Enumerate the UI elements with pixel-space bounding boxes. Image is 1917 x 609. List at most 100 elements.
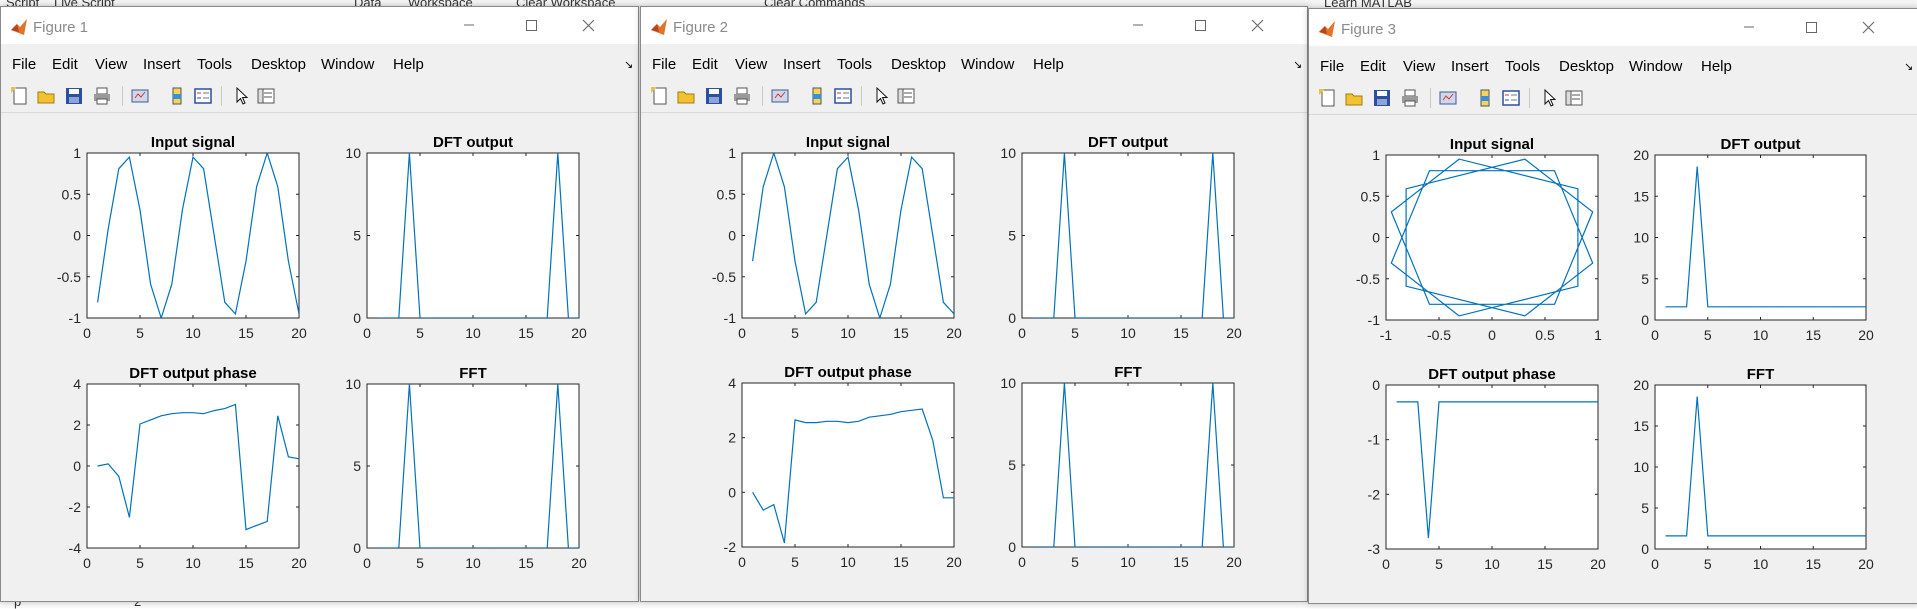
menu-insert[interactable]: Insert <box>1451 58 1489 75</box>
menu-window[interactable]: Window <box>961 56 1015 73</box>
menu-insert[interactable]: Insert <box>783 56 821 73</box>
x-tick-label: -1 <box>1380 327 1393 343</box>
menu-file[interactable]: File <box>12 56 37 73</box>
minimize-button[interactable] <box>1726 9 1772 46</box>
figure-window[interactable]: Figure 3 File Edit View Insert Tools Desktop Wi… <box>1308 8 1917 604</box>
property-inspector-button[interactable] <box>1564 88 1584 108</box>
series-line <box>377 384 579 548</box>
bg-learn-matlab-label: Learn MATLAB <box>1324 0 1412 10</box>
maximize-button[interactable] <box>1788 9 1834 46</box>
save-button[interactable] <box>704 86 724 106</box>
edit-plot-button[interactable] <box>232 86 252 106</box>
menu-view[interactable]: View <box>1403 58 1436 75</box>
data-point <box>192 412 194 414</box>
close-button[interactable] <box>1845 9 1891 46</box>
print-button[interactable] <box>92 86 112 106</box>
data-point <box>900 411 902 413</box>
maximize-button[interactable] <box>508 7 554 44</box>
property-inspector-button[interactable] <box>896 86 916 106</box>
menu-desktop[interactable]: Desktop <box>251 56 307 73</box>
x-tick-label: 0 <box>363 555 371 571</box>
figure-toolbar <box>1 74 638 113</box>
y-tick-label: -2 <box>69 499 82 515</box>
title-bar[interactable]: Figure 1 <box>1 7 638 44</box>
menu-file[interactable]: File <box>652 56 677 73</box>
y-tick-label: 10 <box>345 145 361 161</box>
x-tick-label: 15 <box>238 325 254 341</box>
insert-colorbar-button[interactable] <box>1475 88 1495 108</box>
edit-plot-button[interactable] <box>872 86 892 106</box>
save-button[interactable] <box>64 86 84 106</box>
y-tick-label: 0 <box>1641 312 1649 328</box>
figure-window[interactable]: Figure 1 File Edit View Insert Tools Desktop Wi… <box>0 6 639 602</box>
menu-desktop[interactable]: Desktop <box>1559 58 1615 75</box>
print-icon <box>1402 89 1418 107</box>
link-plot-button[interactable] <box>1438 88 1458 108</box>
data-point <box>213 234 215 236</box>
close-button[interactable] <box>1234 7 1280 44</box>
menu-view[interactable]: View <box>95 56 128 73</box>
link-plot-button[interactable] <box>130 86 150 106</box>
data-point <box>493 317 495 319</box>
property-inspector-button[interactable] <box>256 86 276 106</box>
open-file-button[interactable] <box>36 86 56 106</box>
x-tick-label: 10 <box>1120 554 1136 570</box>
data-point <box>1865 535 1867 537</box>
axes-box <box>741 152 955 319</box>
property-inspector-icon <box>897 88 915 104</box>
link-plot-icon <box>1439 91 1457 105</box>
link-plot-button[interactable] <box>770 86 790 106</box>
menu-tools[interactable]: Tools <box>197 56 233 73</box>
close-button[interactable] <box>565 7 611 44</box>
new-figure-button[interactable] <box>1318 88 1338 108</box>
maximize-button[interactable] <box>1177 7 1223 44</box>
menu-file[interactable]: File <box>1320 58 1345 75</box>
new-figure-button[interactable] <box>650 86 670 106</box>
data-point <box>1592 262 1594 264</box>
new-figure-button[interactable] <box>10 86 30 106</box>
save-button[interactable] <box>1372 88 1392 108</box>
data-point <box>514 317 516 319</box>
menu-edit[interactable]: Edit <box>692 56 718 73</box>
menu-help[interactable]: Help <box>1701 58 1732 75</box>
y-tick-label: 5 <box>1008 457 1016 473</box>
dock-arrow-icon[interactable]: ↘ <box>1904 61 1914 73</box>
menu-view[interactable]: View <box>735 56 768 73</box>
print-button[interactable] <box>1400 88 1420 108</box>
data-point <box>1707 535 1709 537</box>
insert-legend-button[interactable] <box>193 86 213 106</box>
menu-window[interactable]: Window <box>321 56 375 73</box>
title-bar[interactable]: Figure 2 <box>641 7 1307 44</box>
title-bar[interactable]: Figure 3 <box>1309 9 1917 46</box>
edit-plot-icon <box>236 86 249 105</box>
menu-insert[interactable]: Insert <box>143 56 181 73</box>
menu-help[interactable]: Help <box>393 56 424 73</box>
menu-help[interactable]: Help <box>1033 56 1064 73</box>
menu-edit[interactable]: Edit <box>1360 58 1386 75</box>
menu-desktop[interactable]: Desktop <box>891 56 947 73</box>
menu-window[interactable]: Window <box>1629 58 1683 75</box>
open-file-button[interactable] <box>676 86 696 106</box>
minimize-button[interactable] <box>446 7 492 44</box>
print-button[interactable] <box>732 86 752 106</box>
insert-legend-button[interactable] <box>833 86 853 106</box>
open-file-button[interactable] <box>1344 88 1364 108</box>
menu-tools[interactable]: Tools <box>1505 58 1541 75</box>
dock-arrow-icon[interactable]: ↘ <box>624 59 634 71</box>
data-point <box>1042 546 1044 548</box>
data-point <box>224 301 226 303</box>
menu-edit[interactable]: Edit <box>52 56 78 73</box>
edit-plot-button[interactable] <box>1540 88 1560 108</box>
x-tick-label: 10 <box>185 325 201 341</box>
data-point <box>1063 152 1065 154</box>
y-tick-label: 0 <box>728 228 736 244</box>
minimize-button[interactable] <box>1115 7 1161 44</box>
insert-legend-button[interactable] <box>1501 88 1521 108</box>
x-tick-label: -0.5 <box>1427 327 1451 343</box>
insert-colorbar-button[interactable] <box>167 86 187 106</box>
figure-window[interactable]: Figure 2 File Edit View Insert Tools Desktop Wi… <box>640 6 1308 602</box>
insert-colorbar-button[interactable] <box>807 86 827 106</box>
axes-box <box>1021 152 1235 319</box>
dock-arrow-icon[interactable]: ↘ <box>1293 59 1303 71</box>
menu-tools[interactable]: Tools <box>837 56 873 73</box>
